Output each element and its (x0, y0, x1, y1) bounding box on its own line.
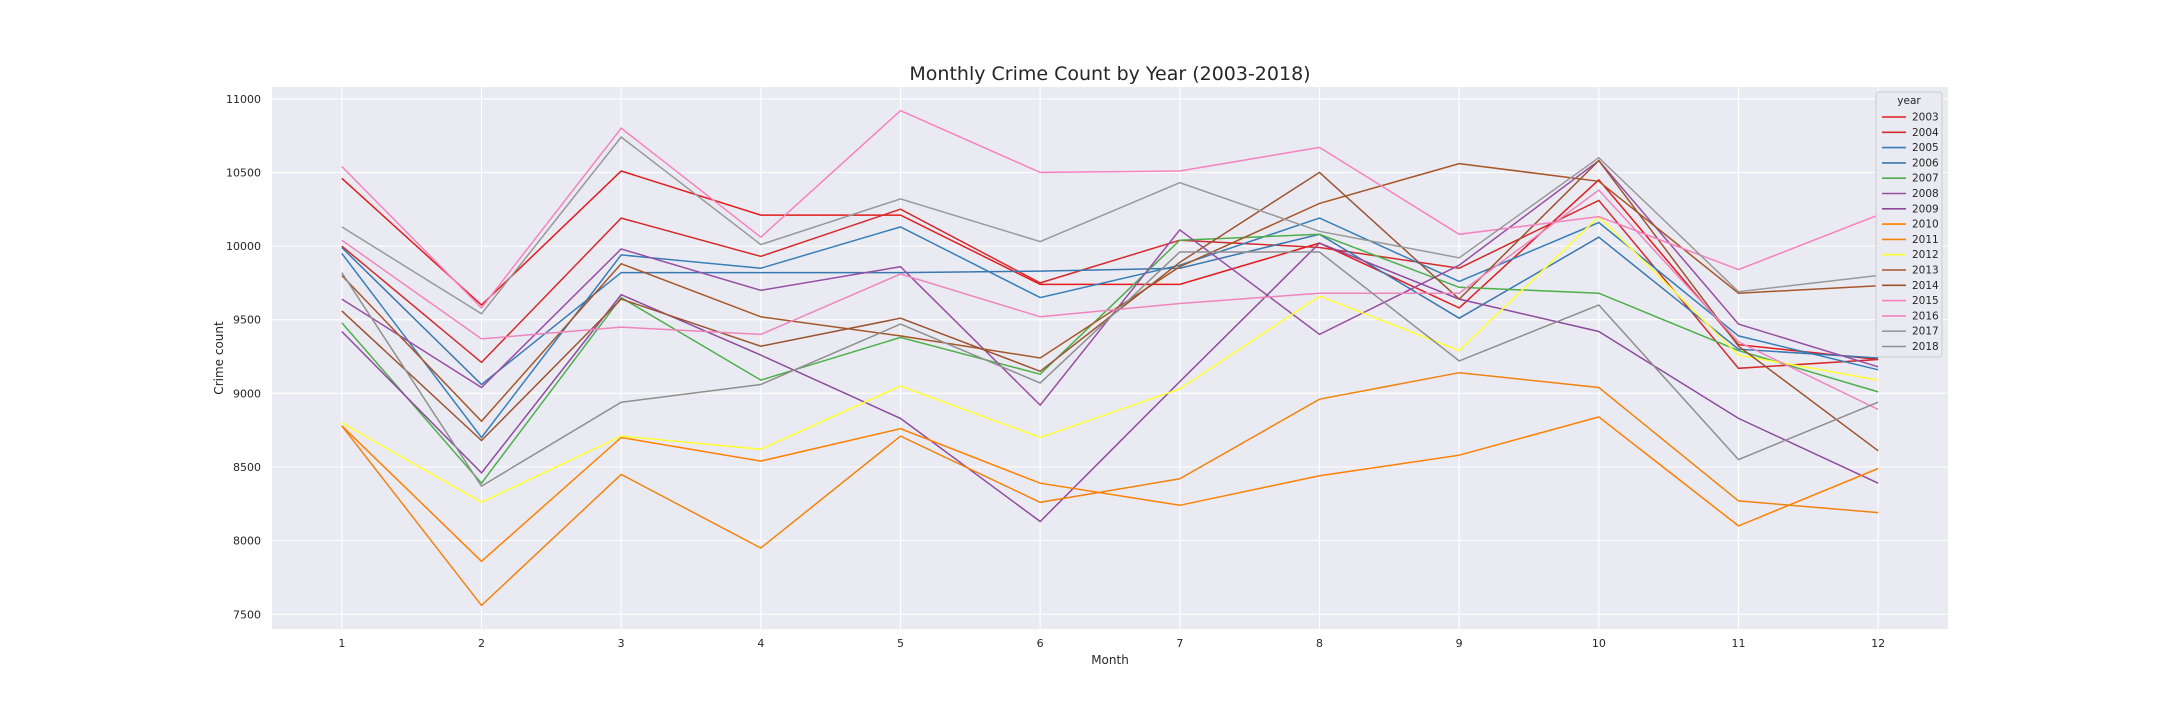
legend-label: 2013 (1912, 265, 1939, 277)
legend-item-2010: 2010 (1882, 219, 1939, 231)
legend-label: 2006 (1912, 157, 1939, 169)
legend-item-2013: 2013 (1882, 265, 1939, 277)
x-tick-label: 12 (1871, 637, 1885, 650)
x-tick-label: 8 (1316, 637, 1323, 650)
legend-item-2008: 2008 (1882, 188, 1939, 200)
y-tick-label: 7500 (233, 608, 261, 621)
legend-label: 2004 (1912, 127, 1939, 139)
x-axis-ticks: 1 2 3 4 5 6 7 8 9 10 11 12 (338, 637, 1885, 650)
x-tick-label: 1 (338, 637, 345, 650)
x-tick-label: 5 (897, 637, 904, 650)
series-lines (341, 109, 1879, 607)
legend: year 2003 2004 2005 2006 2007 2008 2009 2010 201… (1875, 91, 1943, 358)
series-line-2003 (341, 170, 1879, 361)
x-tick-label: 9 (1456, 637, 1463, 650)
legend-label: 2011 (1912, 234, 1939, 246)
y-axis-ticks: 7500 8000 8500 9000 9500 10000 10500 11000 (226, 93, 261, 621)
series-line-2018 (341, 251, 1879, 488)
legend-label: 2012 (1912, 249, 1939, 261)
series-line-2004 (341, 199, 1879, 370)
legend-item-2018: 2018 (1882, 341, 1939, 353)
y-tick-label: 9500 (233, 314, 261, 327)
legend-box (1875, 91, 1943, 358)
x-tick-label: 7 (1176, 637, 1183, 650)
legend-item-2017: 2017 (1882, 326, 1939, 338)
legend-title: year (1897, 95, 1921, 107)
legend-item-2014: 2014 (1882, 280, 1939, 292)
series-line-2009 (341, 242, 1879, 523)
legend-item-2004: 2004 (1882, 127, 1939, 139)
y-tick-label: 8500 (233, 461, 261, 474)
legend-label: 2014 (1912, 280, 1939, 292)
legend-label: 2016 (1912, 310, 1939, 322)
series-line-2015 (341, 109, 1879, 310)
legend-item-2016: 2016 (1882, 310, 1939, 322)
x-tick-label: 11 (1732, 637, 1746, 650)
x-tick-label: 2 (478, 637, 485, 650)
y-tick-label: 9000 (233, 387, 261, 400)
legend-item-2012: 2012 (1882, 249, 1939, 261)
x-tick-label: 4 (757, 637, 764, 650)
x-tick-label: 3 (618, 637, 625, 650)
x-tick-label: 6 (1037, 637, 1044, 650)
series-line-2012 (341, 215, 1879, 504)
series-line-2017 (341, 136, 1879, 315)
legend-label: 2010 (1912, 219, 1939, 231)
series-line-2011 (341, 371, 1879, 607)
series-line-2010 (341, 416, 1879, 563)
legend-label: 2009 (1912, 203, 1939, 215)
series-line-2013 (341, 162, 1879, 423)
legend-item-2015: 2015 (1882, 295, 1939, 307)
legend-label: 2015 (1912, 295, 1939, 307)
legend-item-2003: 2003 (1882, 112, 1939, 124)
legend-item-2009: 2009 (1882, 203, 1939, 215)
y-tick-label: 10500 (226, 166, 261, 179)
legend-item-2005: 2005 (1882, 142, 1939, 154)
gridlines (272, 87, 1948, 629)
plot-area (272, 87, 1948, 629)
legend-item-2007: 2007 (1882, 173, 1939, 185)
series-line-2016 (341, 189, 1879, 411)
series-line-2005 (341, 217, 1879, 439)
x-tick-label: 10 (1592, 637, 1606, 650)
legend-label: 2017 (1912, 326, 1939, 338)
y-tick-label: 10000 (226, 240, 261, 253)
legend-label: 2008 (1912, 188, 1939, 200)
legend-label: 2007 (1912, 173, 1939, 185)
y-axis-label: Crime count (212, 321, 226, 395)
x-axis-label: Month (1091, 653, 1129, 667)
legend-label: 2005 (1912, 142, 1939, 154)
legend-label: 2018 (1912, 341, 1939, 353)
legend-item-2011: 2011 (1882, 234, 1939, 246)
y-tick-label: 8000 (233, 535, 261, 548)
legend-item-2006: 2006 (1882, 157, 1939, 169)
series-line-2006 (341, 233, 1879, 386)
chart-title: Monthly Crime Count by Year (2003-2018) (909, 63, 1310, 85)
legend-label: 2003 (1912, 112, 1939, 124)
y-tick-label: 11000 (226, 93, 261, 106)
